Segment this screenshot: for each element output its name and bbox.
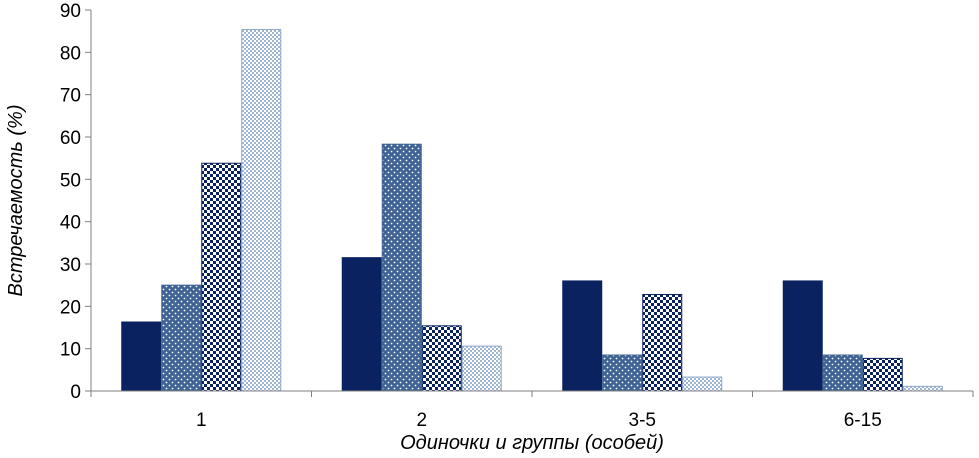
bar-series-3-cat-3: [642, 293, 683, 392]
bar-series-2-cat-1: [161, 284, 202, 392]
y-tick-label: 30: [60, 255, 81, 276]
bar-series-4-cat-4: [902, 385, 943, 392]
bar-series-3-cat-2: [421, 325, 462, 392]
y-tick-label: 90: [60, 1, 81, 22]
x-tick-label: 1: [196, 410, 207, 431]
y-tick-label: 70: [60, 86, 81, 107]
bar-series-2-cat-2: [381, 143, 422, 392]
x-tick-label: 2: [416, 410, 427, 431]
bars: [121, 28, 943, 392]
y-tick-label: 50: [60, 170, 81, 191]
y-tick-label: 40: [60, 213, 81, 234]
bar-series-1-cat-2: [341, 257, 382, 392]
y-tick-label: 60: [60, 128, 81, 149]
bar-series-1-cat-1: [121, 321, 162, 392]
bar-series-3-cat-1: [201, 162, 242, 392]
bar-series-4-cat-1: [241, 28, 282, 392]
y-axis-title: Встречаемость (%): [5, 105, 27, 297]
y-tick-label: 10: [60, 340, 81, 361]
x-tick-label: 3-5: [629, 410, 656, 431]
bar-series-4-cat-3: [682, 376, 723, 392]
bar-series-3-cat-4: [862, 357, 903, 392]
bar-series-1-cat-3: [562, 280, 603, 392]
y-axis-ticks: 0 10 20 30 40 50 60 70 80 90: [60, 1, 91, 403]
y-tick-label: 20: [60, 297, 81, 318]
x-tick-label: 6-15: [844, 410, 882, 431]
bar-series-1-cat-4: [782, 280, 823, 392]
x-axis-ticks: 1 2 3-5 6-15: [90, 391, 974, 431]
y-tick-label: 80: [60, 43, 81, 64]
bar-series-4-cat-2: [461, 345, 502, 392]
bar-series-2-cat-4: [822, 354, 863, 392]
x-axis-title: Одиночки и группы (особей): [400, 432, 664, 454]
y-tick-label: 0: [70, 382, 81, 403]
bar-series-2-cat-3: [602, 354, 643, 392]
